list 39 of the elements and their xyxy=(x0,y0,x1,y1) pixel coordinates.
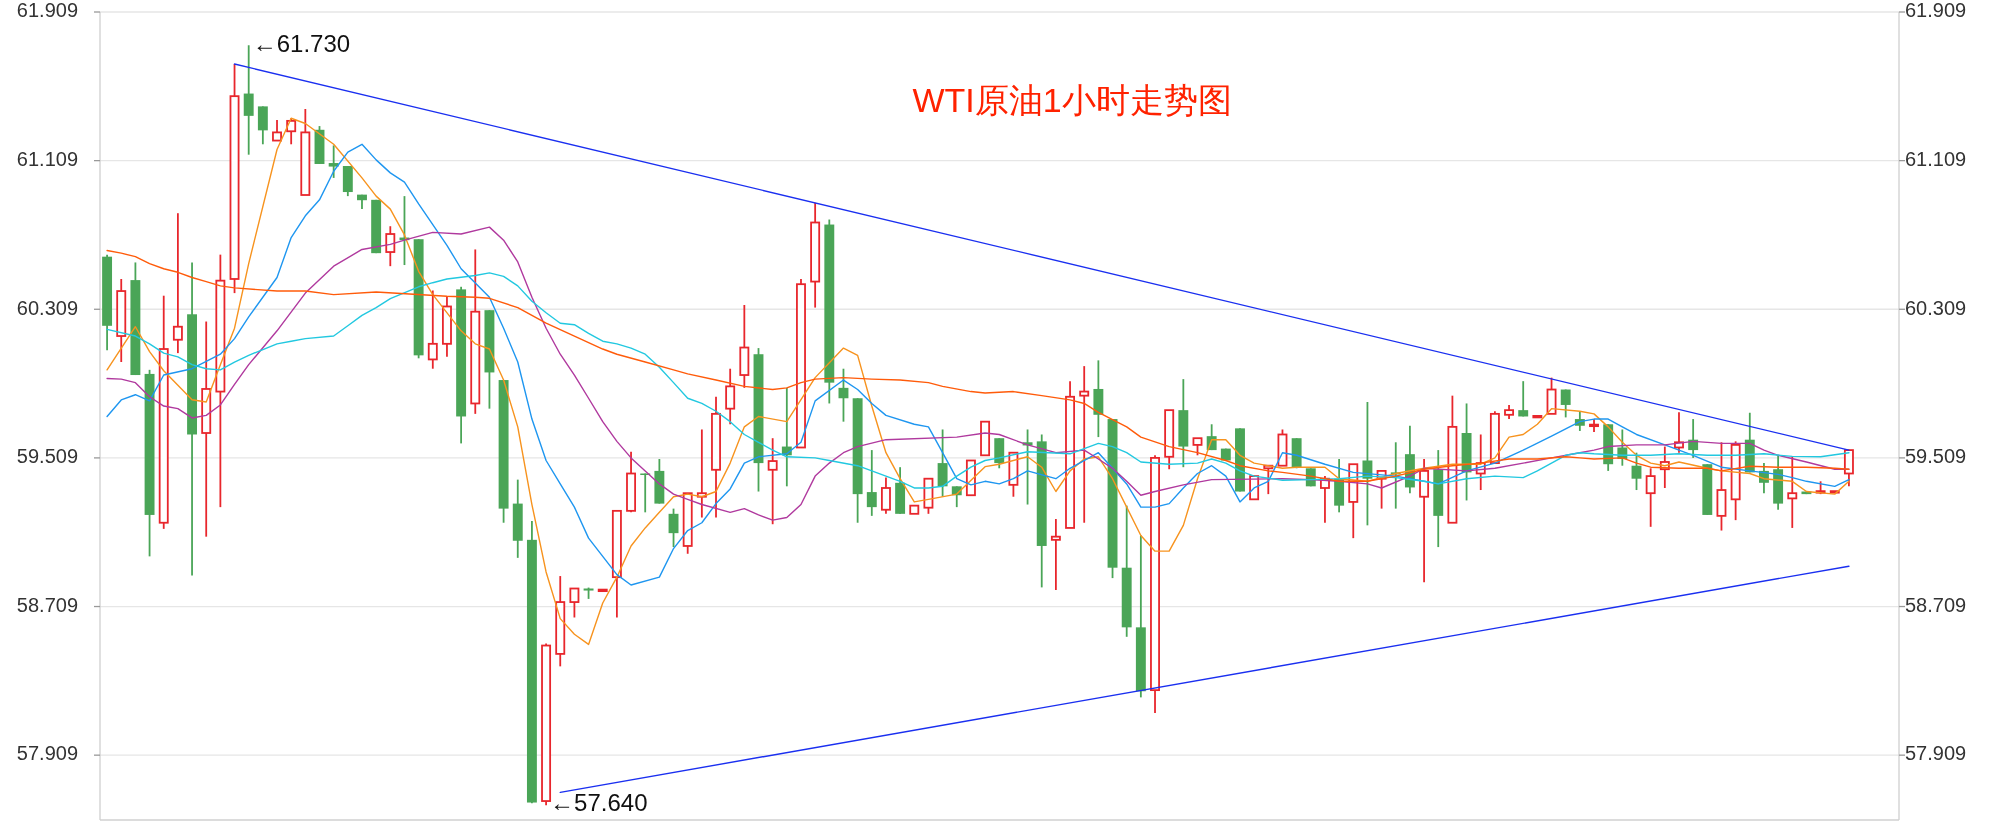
candlestick xyxy=(427,289,438,370)
candlestick xyxy=(1079,365,1090,524)
candlestick xyxy=(172,212,183,355)
y2-tick-label: 61.909 xyxy=(1905,0,1967,22)
candlestick xyxy=(328,144,339,179)
candlestick xyxy=(937,428,948,498)
candlestick xyxy=(257,105,268,146)
y-tick-label: 61.909 xyxy=(16,0,78,22)
candlestick xyxy=(243,44,254,156)
candlestick xyxy=(1050,518,1061,591)
candlestick xyxy=(1362,401,1373,527)
text: WTI原油1小时走势图 xyxy=(912,81,1232,119)
y-tick-label: 61.109 xyxy=(16,147,78,170)
y2-tick-label: 59.509 xyxy=(1905,445,1967,468)
candlestick xyxy=(696,428,707,519)
annotation: ←61.730 xyxy=(252,29,351,57)
candlestick xyxy=(385,225,396,268)
candlestick xyxy=(1560,388,1571,419)
candlestick xyxy=(1645,467,1656,528)
y-tick-label: 57.909 xyxy=(16,742,78,765)
annotation: ←57.640 xyxy=(550,789,648,817)
candlestick xyxy=(569,587,580,619)
candlestick xyxy=(767,437,778,526)
candlestick xyxy=(866,449,877,517)
candlestick xyxy=(725,367,736,426)
y2-tick-label: 61.109 xyxy=(1905,147,1967,170)
y2-tick-label: 58.709 xyxy=(1905,593,1967,616)
y-tick-label: 59.509 xyxy=(16,445,78,468)
candlestick xyxy=(1631,451,1642,491)
line-series xyxy=(106,143,1850,586)
candlestick xyxy=(272,119,282,142)
y2-tick-label: 60.309 xyxy=(1905,296,1967,319)
line-series xyxy=(106,117,1850,646)
candlestick xyxy=(881,476,891,515)
candlestick xyxy=(1787,455,1798,529)
y2-tick-label: 57.909 xyxy=(1905,742,1967,765)
y-tick-label: 60.309 xyxy=(16,296,78,319)
candlestick xyxy=(1518,380,1529,418)
y-tick-label: 58.709 xyxy=(16,593,78,616)
